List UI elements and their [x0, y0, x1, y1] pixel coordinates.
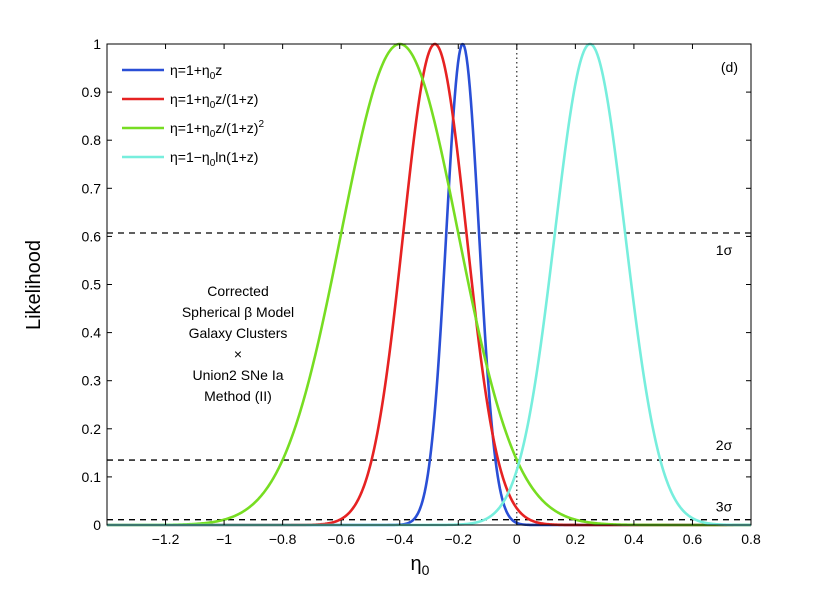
annotation-line-4: ×: [234, 346, 242, 362]
legend-entry-4: η=1−η0ln(1+z): [170, 149, 258, 169]
y-tick-label-7: 0.7: [82, 180, 102, 196]
x-tick-label-2: −0.8: [269, 531, 297, 547]
y-tick-label-5: 0.5: [82, 277, 102, 293]
legend-entry-subscript: 0: [210, 100, 216, 111]
x-axis-title-sub: 0: [422, 562, 430, 578]
x-tick-label-3: −0.6: [327, 531, 355, 547]
legend-entry-text: ln(1+z): [215, 149, 258, 165]
legend-entry-text: η=1+η: [170, 62, 210, 78]
legend-entry-text: η=1−η: [170, 149, 210, 165]
legend-entry-2: η=1+η0z/(1+z): [170, 91, 258, 111]
legend-entry-subscript: 0: [210, 158, 216, 169]
y-tick-label-9: 0.9: [82, 84, 102, 100]
annotation-line-5: Union2 SNe Ia: [192, 367, 283, 383]
legend-entry-text: z/(1+z): [215, 91, 258, 107]
y-axis-title: Likelihood: [23, 240, 45, 330]
y-tick-label-10: 1: [93, 36, 101, 52]
panel-label: (d): [721, 59, 738, 75]
y-tick-label-3: 0.3: [82, 373, 102, 389]
annotation-line-1: Corrected: [207, 283, 268, 299]
x-tick-label-5: −0.2: [444, 531, 472, 547]
x-tick-labels: −1.2 −1 −0.8 −0.6 −0.4 −0.2 0 0.2 0.4 0.6 0.8: [152, 531, 761, 547]
legend-entry-superscript: 2: [258, 119, 264, 130]
sigma-label-3: 3σ: [716, 499, 733, 515]
legend-entry-text: η=1+η: [170, 91, 210, 107]
y-tick-labels: 0 0.1 0.2 0.3 0.4 0.5 0.6 0.7 0.8 0.9 1: [82, 36, 102, 533]
sigma-label-1: 1σ: [716, 242, 733, 258]
x-tick-label-8: 0.4: [624, 531, 644, 547]
axis-ticks: [107, 43, 752, 526]
annotation-line-3: Galaxy Clusters: [189, 325, 288, 341]
legend: η=1+η0zη=1+η0z/(1+z)η=1+η0z/(1+z)2η=1−η0…: [122, 62, 264, 169]
sigma-label-2: 2σ: [716, 437, 733, 453]
sigma-level-labels: 1σ 2σ 3σ: [716, 242, 733, 515]
y-tick-label-6: 0.6: [82, 228, 102, 244]
x-tick-label-0: −1.2: [152, 531, 180, 547]
y-tick-label-2: 0.2: [82, 421, 102, 437]
method-annotation: Corrected Spherical β Model Galaxy Cluster…: [182, 283, 294, 404]
y-tick-label-0: 0: [93, 517, 101, 533]
legend-entry-subscript: 0: [210, 71, 216, 82]
y-tick-label-1: 0.1: [82, 469, 102, 485]
y-tick-label-8: 0.8: [82, 132, 102, 148]
x-tick-label-9: 0.6: [683, 531, 703, 547]
annotation-line-6: Method (II): [204, 388, 272, 404]
x-tick-label-1: −1: [216, 531, 232, 547]
legend-entry-text: z: [215, 62, 222, 78]
y-tick-label-4: 0.4: [82, 325, 102, 341]
legend-entry-text: z/(1+z): [215, 120, 258, 136]
x-tick-label-7: 0.2: [566, 531, 586, 547]
x-tick-label-4: −0.4: [386, 531, 414, 547]
x-axis-title-main: η: [411, 553, 422, 575]
x-tick-label-6: 0: [513, 531, 521, 547]
legend-entry-text: η=1+η: [170, 120, 210, 136]
legend-entry-subscript: 0: [210, 129, 216, 140]
legend-entry-3: η=1+η0z/(1+z)2: [170, 119, 264, 140]
x-tick-label-10: 0.8: [741, 531, 761, 547]
legend-entry-1: η=1+η0z: [170, 62, 222, 82]
annotation-line-2: Spherical β Model: [182, 304, 294, 320]
x-axis-title: η0: [411, 553, 430, 578]
